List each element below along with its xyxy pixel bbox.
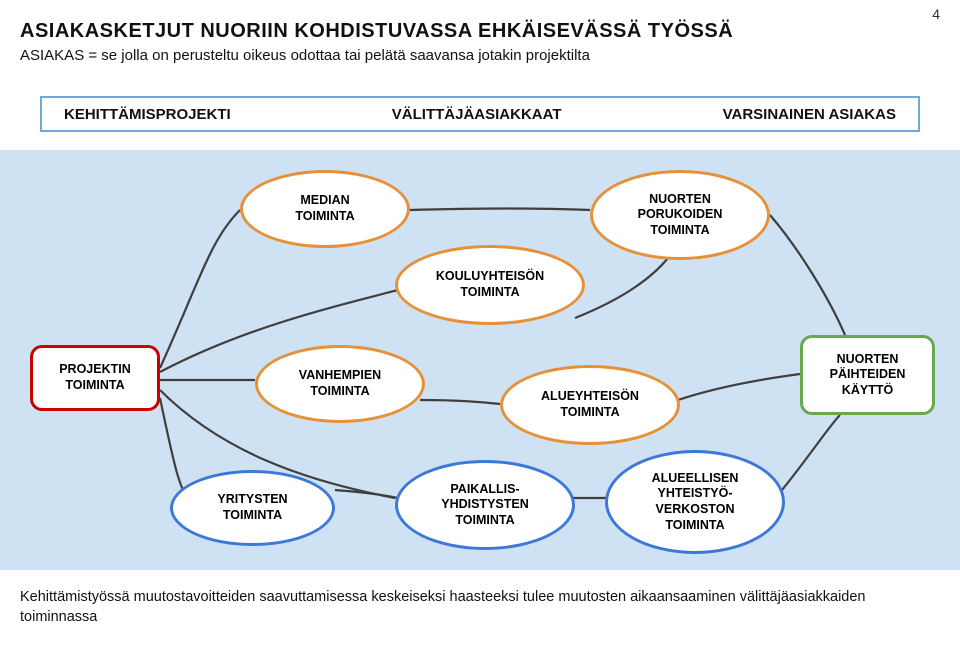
node-label: TOIMINTA (650, 223, 709, 239)
node-label: TOIMINTA (65, 378, 124, 394)
header-right: VARSINAINEN ASIAKAS (723, 106, 896, 123)
node-label: VERKOSTON (656, 502, 735, 518)
node-label: PAIKALLIS- (450, 482, 519, 498)
footer-text: Kehittämistyössä muutostavoitteiden saav… (20, 588, 940, 627)
column-header-row: KEHITTÄMISPROJEKTI VÄLITTÄJÄASIAKKAAT VA… (40, 96, 920, 132)
node-alueyhteison: ALUEYHTEISÖN TOIMINTA (500, 365, 680, 445)
node-paikallis: PAIKALLIS- YHDISTYSTEN TOIMINTA (395, 460, 575, 550)
node-alueellisen: ALUEELLISEN YHTEISTYÖ- VERKOSTON TOIMINT… (605, 450, 785, 554)
node-label: PORUKOIDEN (638, 207, 723, 223)
node-label: PROJEKTIN (59, 362, 131, 378)
node-projektin: PROJEKTIN TOIMINTA (30, 345, 160, 411)
node-kouluyhteison: KOULUYHTEISÖN TOIMINTA (395, 245, 585, 325)
node-label: YHDISTYSTEN (441, 497, 529, 513)
node-yritysten: YRITYSTEN TOIMINTA (170, 470, 335, 546)
header-left: KEHITTÄMISPROJEKTI (64, 106, 231, 123)
node-label: ALUEELLISEN (652, 471, 739, 487)
node-label: TOIMINTA (665, 518, 724, 534)
page-subtitle: ASIAKAS = se jolla on perusteltu oikeus … (20, 47, 940, 64)
node-label: YRITYSTEN (217, 492, 287, 508)
title-block: ASIAKASKETJUT NUORIIN KOHDISTUVASSA EHKÄ… (20, 20, 940, 64)
header-center: VÄLITTÄJÄASIAKKAAT (392, 106, 562, 123)
node-label: MEDIAN (300, 193, 349, 209)
node-label: TOIMINTA (560, 405, 619, 421)
node-porukoiden: NUORTEN PORUKOIDEN TOIMINTA (590, 170, 770, 260)
node-label: TOIMINTA (223, 508, 282, 524)
node-label: NUORTEN (649, 192, 711, 208)
node-paihteiden: NUORTEN PÄIHTEIDEN KÄYTTÖ (800, 335, 935, 415)
node-label: TOIMINTA (295, 209, 354, 225)
node-label: ALUEYHTEISÖN (541, 389, 639, 405)
nodes-layer: PROJEKTIN TOIMINTA MEDIAN TOIMINTA KOULU… (0, 150, 960, 570)
node-median: MEDIAN TOIMINTA (240, 170, 410, 248)
node-label: KÄYTTÖ (842, 383, 893, 399)
node-label: PÄIHTEIDEN (830, 367, 906, 383)
node-label: TOIMINTA (460, 285, 519, 301)
node-label: TOIMINTA (455, 513, 514, 529)
node-label: YHTEISTYÖ- (657, 486, 732, 502)
node-label: TOIMINTA (310, 384, 369, 400)
node-label: VANHEMPIEN (299, 368, 381, 384)
page-title: ASIAKASKETJUT NUORIIN KOHDISTUVASSA EHKÄ… (20, 20, 940, 43)
node-label: KOULUYHTEISÖN (436, 269, 544, 285)
node-label: NUORTEN (837, 352, 899, 368)
node-vanhempien: VANHEMPIEN TOIMINTA (255, 345, 425, 423)
